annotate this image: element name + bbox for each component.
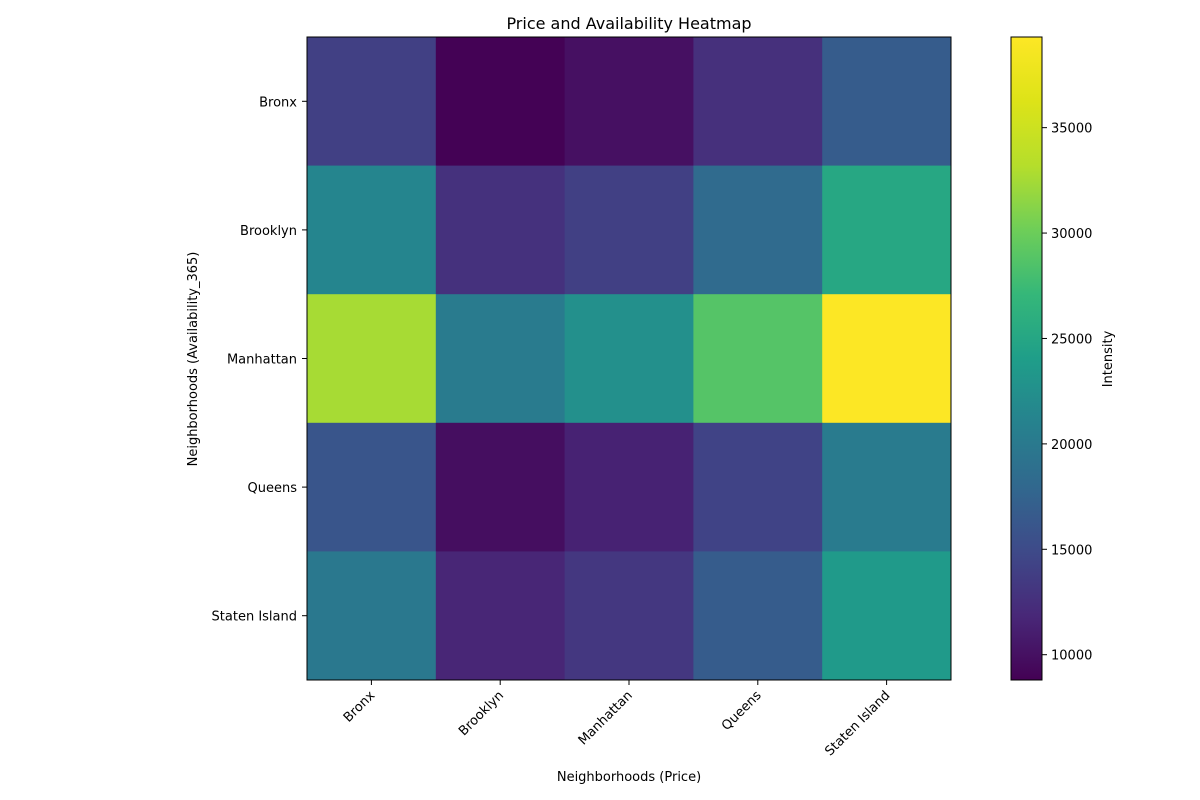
heatmap-cell: [307, 294, 437, 424]
heatmap-cell: [435, 551, 566, 681]
heatmap-cells: [307, 37, 952, 681]
heatmap-cell: [435, 37, 566, 167]
colorbar-tick-label: 20000: [1051, 438, 1092, 453]
y-axis-ticks: Bronx Brooklyn Manhattan Queens Staten Islan…: [212, 95, 307, 625]
y-tick-label: Staten Island: [212, 610, 297, 625]
heatmap-cell: [435, 294, 566, 424]
x-tick-label: Manhattan: [576, 688, 636, 748]
colorbar-tick-label: 25000: [1051, 332, 1092, 347]
heatmap-cell: [693, 165, 823, 295]
heatmap-cell: [564, 37, 694, 167]
heatmap-cell: [307, 551, 437, 681]
x-axis-label: Neighborhoods (Price): [557, 770, 701, 785]
heatmap-cell: [564, 165, 694, 295]
heatmap-cell: [693, 422, 823, 552]
heatmap-cell: [564, 422, 694, 552]
heatmap-cell: [822, 551, 952, 681]
heatmap-cell: [822, 165, 952, 295]
heatmap-cell: [307, 422, 437, 552]
heatmap-cell: [435, 165, 566, 295]
heatmap-cell: [822, 294, 952, 424]
y-tick-label: Bronx: [259, 95, 297, 110]
heatmap-cell: [693, 551, 823, 681]
x-tick-label: Queens: [719, 688, 765, 734]
heatmap-cell: [564, 551, 694, 681]
x-tick-label: Brooklyn: [456, 688, 507, 739]
y-tick-label: Queens: [248, 481, 298, 496]
colorbar-tick-label: 30000: [1051, 227, 1092, 242]
colorbar-frame: [1010, 36, 1043, 681]
colorbar-tick-label: 15000: [1051, 543, 1092, 558]
heatmap-cell: [307, 37, 437, 167]
heatmap-cell: [693, 294, 823, 424]
y-tick-label: Manhattan: [227, 353, 297, 368]
x-axis-ticks: Bronx Brooklyn Manhattan Queens Staten Islan…: [341, 680, 893, 759]
x-tick-label: Staten Island: [822, 688, 893, 759]
colorbar-gradient: [1011, 37, 1042, 680]
y-tick-label: Brooklyn: [240, 224, 297, 239]
heatmap-cell: [822, 37, 952, 167]
heatmap-cell: [693, 37, 823, 167]
colorbar: 10000 15000 20000 25000 30000 35000: [1010, 36, 1092, 681]
chart-title: Price and Availability Heatmap: [506, 14, 751, 33]
colorbar-tick-label: 10000: [1051, 649, 1092, 664]
y-axis-label: Neighborhoods (Availability_365): [186, 252, 201, 467]
heatmap-cell: [307, 165, 437, 295]
colorbar-tick-label: 35000: [1051, 122, 1092, 137]
colorbar-label: Intensity: [1101, 330, 1116, 387]
heatmap-cell: [435, 422, 566, 552]
x-tick-label: Bronx: [341, 688, 379, 726]
heatmap-cell: [822, 422, 952, 552]
heatmap-cell: [564, 294, 694, 424]
